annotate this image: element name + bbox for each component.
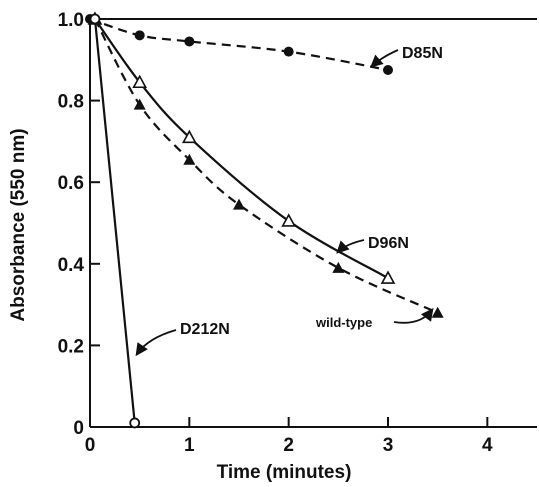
data-point-d96n [132,74,148,89]
data-point-wild-type [233,198,245,210]
data-point-d85n [134,30,145,41]
series-label-wild-type: wild-type [315,315,372,330]
y-tick-label: 1.0 [58,10,84,31]
data-point-d85n [184,36,195,47]
data-point-d96n [380,270,396,284]
leader-arrow-d85n [370,49,399,68]
data-point-d212n [89,13,101,25]
leader-arrow-wild-type [393,307,434,324]
y-tick-label: 0.2 [58,336,84,357]
y-tick-label: 0.8 [58,92,84,113]
y-tick-label: 0.6 [58,173,84,194]
data-point-d96n [281,213,297,227]
data-point-d212n [129,417,141,429]
series-line-d85n [89,17,389,72]
x-tick-label: 3 [383,435,394,456]
series-line-d96n [94,18,389,280]
y-tick-label: 0 [73,418,84,439]
annotations: D85N D96N wild-type D212N Time (minutes)… [8,45,443,483]
y-axis-label: Absorbance (550 nm) [8,128,29,321]
axes [89,18,537,428]
y-tick-label: 0.4 [58,255,85,276]
data-point-wild-type [183,153,196,165]
leader-arrow-d212n [135,329,177,357]
ticks: 0 1 2 3 4 0 0.2 0.4 0.6 0.8 1.0 [58,10,493,456]
x-tick-label: 0 [85,435,96,456]
x-tick-label: 4 [482,435,493,456]
series-label-d96n: D96N [368,235,409,252]
data-point-d96n [181,129,197,144]
series-label-d212n: D212N [180,321,230,338]
data-point-d85n [383,65,393,75]
series-line-d212n [93,18,136,424]
data-point-wild-type [133,98,146,110]
data-point-d85n [283,46,294,57]
series-line-wild-type [93,18,439,314]
x-axis-label: Time (minutes) [217,462,352,483]
leader-arrow-d96n [336,239,365,254]
x-tick-label: 1 [184,435,195,456]
data-point-wild-type [332,261,345,273]
series-markers [85,11,444,429]
data-point-wild-type [431,306,444,318]
series-lines [89,17,439,424]
x-tick-label: 2 [283,435,294,456]
series-label-d85n: D85N [402,45,443,62]
